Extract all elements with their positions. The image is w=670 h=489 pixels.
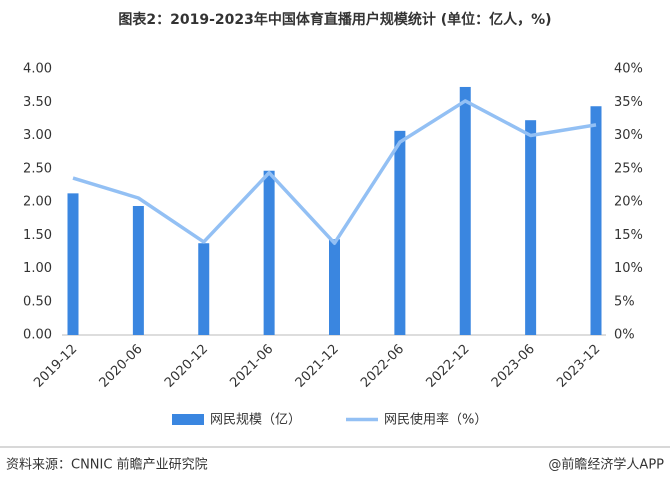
y2-tick-label: 0% <box>614 328 635 343</box>
x-tick-label: 2023-12 <box>554 342 603 391</box>
y2-tick-label: 5% <box>614 294 635 309</box>
y-tick-label: 2.50 <box>23 161 52 176</box>
x-tick-label: 2021-06 <box>227 342 276 391</box>
y2-tick-label: 25% <box>614 161 643 176</box>
y-tick-label: 3.50 <box>23 95 52 110</box>
legend-label: 网民规模（亿） <box>210 413 301 428</box>
y2-tick-label: 40% <box>614 62 643 77</box>
legend-label: 网民使用率（%） <box>384 412 487 428</box>
y-tick-label: 1.00 <box>23 261 52 276</box>
x-tick-label: 2022-06 <box>358 342 407 391</box>
y-tick-label: 1.50 <box>23 228 52 243</box>
x-tick-label: 2021-12 <box>293 342 342 391</box>
legend-swatch <box>172 414 204 425</box>
credit: @前瞻经济学人APP <box>548 457 664 473</box>
bar <box>394 130 406 335</box>
x-tick-label: 2020-12 <box>162 342 211 391</box>
chart-title: 图表2：2019-2023年中国体育直播用户规模统计 (单位：亿人，%) <box>118 11 551 28</box>
y2-tick-label: 30% <box>614 128 643 143</box>
y2-tick-label: 10% <box>614 261 643 276</box>
bar <box>67 193 79 335</box>
x-tick-label: 2019-12 <box>31 342 80 391</box>
x-tick-label: 2023-06 <box>489 342 538 391</box>
y2-tick-label: 35% <box>614 95 643 110</box>
y-tick-label: 0.50 <box>23 294 52 309</box>
bar <box>525 120 537 335</box>
y2-tick-label: 20% <box>614 195 643 210</box>
y2-tick-label: 15% <box>614 228 643 243</box>
line <box>72 99 597 245</box>
bar <box>198 243 210 335</box>
y-tick-label: 0.00 <box>23 328 52 343</box>
bar <box>590 106 602 336</box>
y-tick-label: 4.00 <box>23 62 52 77</box>
bar <box>132 205 144 335</box>
y-tick-label: 3.00 <box>23 128 52 143</box>
y-tick-label: 2.00 <box>23 195 52 210</box>
bar <box>329 239 340 335</box>
x-tick-label: 2022-12 <box>424 342 473 391</box>
bar <box>459 86 471 335</box>
source: 资料来源：CNNIC 前瞻产业研究院 <box>6 457 208 473</box>
bar <box>263 170 275 335</box>
x-tick-label: 2020-06 <box>97 342 146 391</box>
